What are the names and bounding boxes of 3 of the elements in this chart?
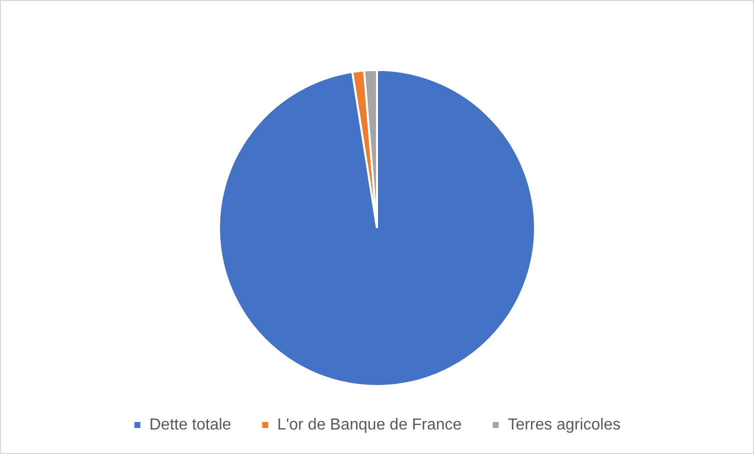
legend-label: Dette totale (149, 416, 232, 434)
legend-label: L'or de Banque de France (277, 416, 462, 434)
legend-label: Terres agricoles (508, 416, 621, 434)
